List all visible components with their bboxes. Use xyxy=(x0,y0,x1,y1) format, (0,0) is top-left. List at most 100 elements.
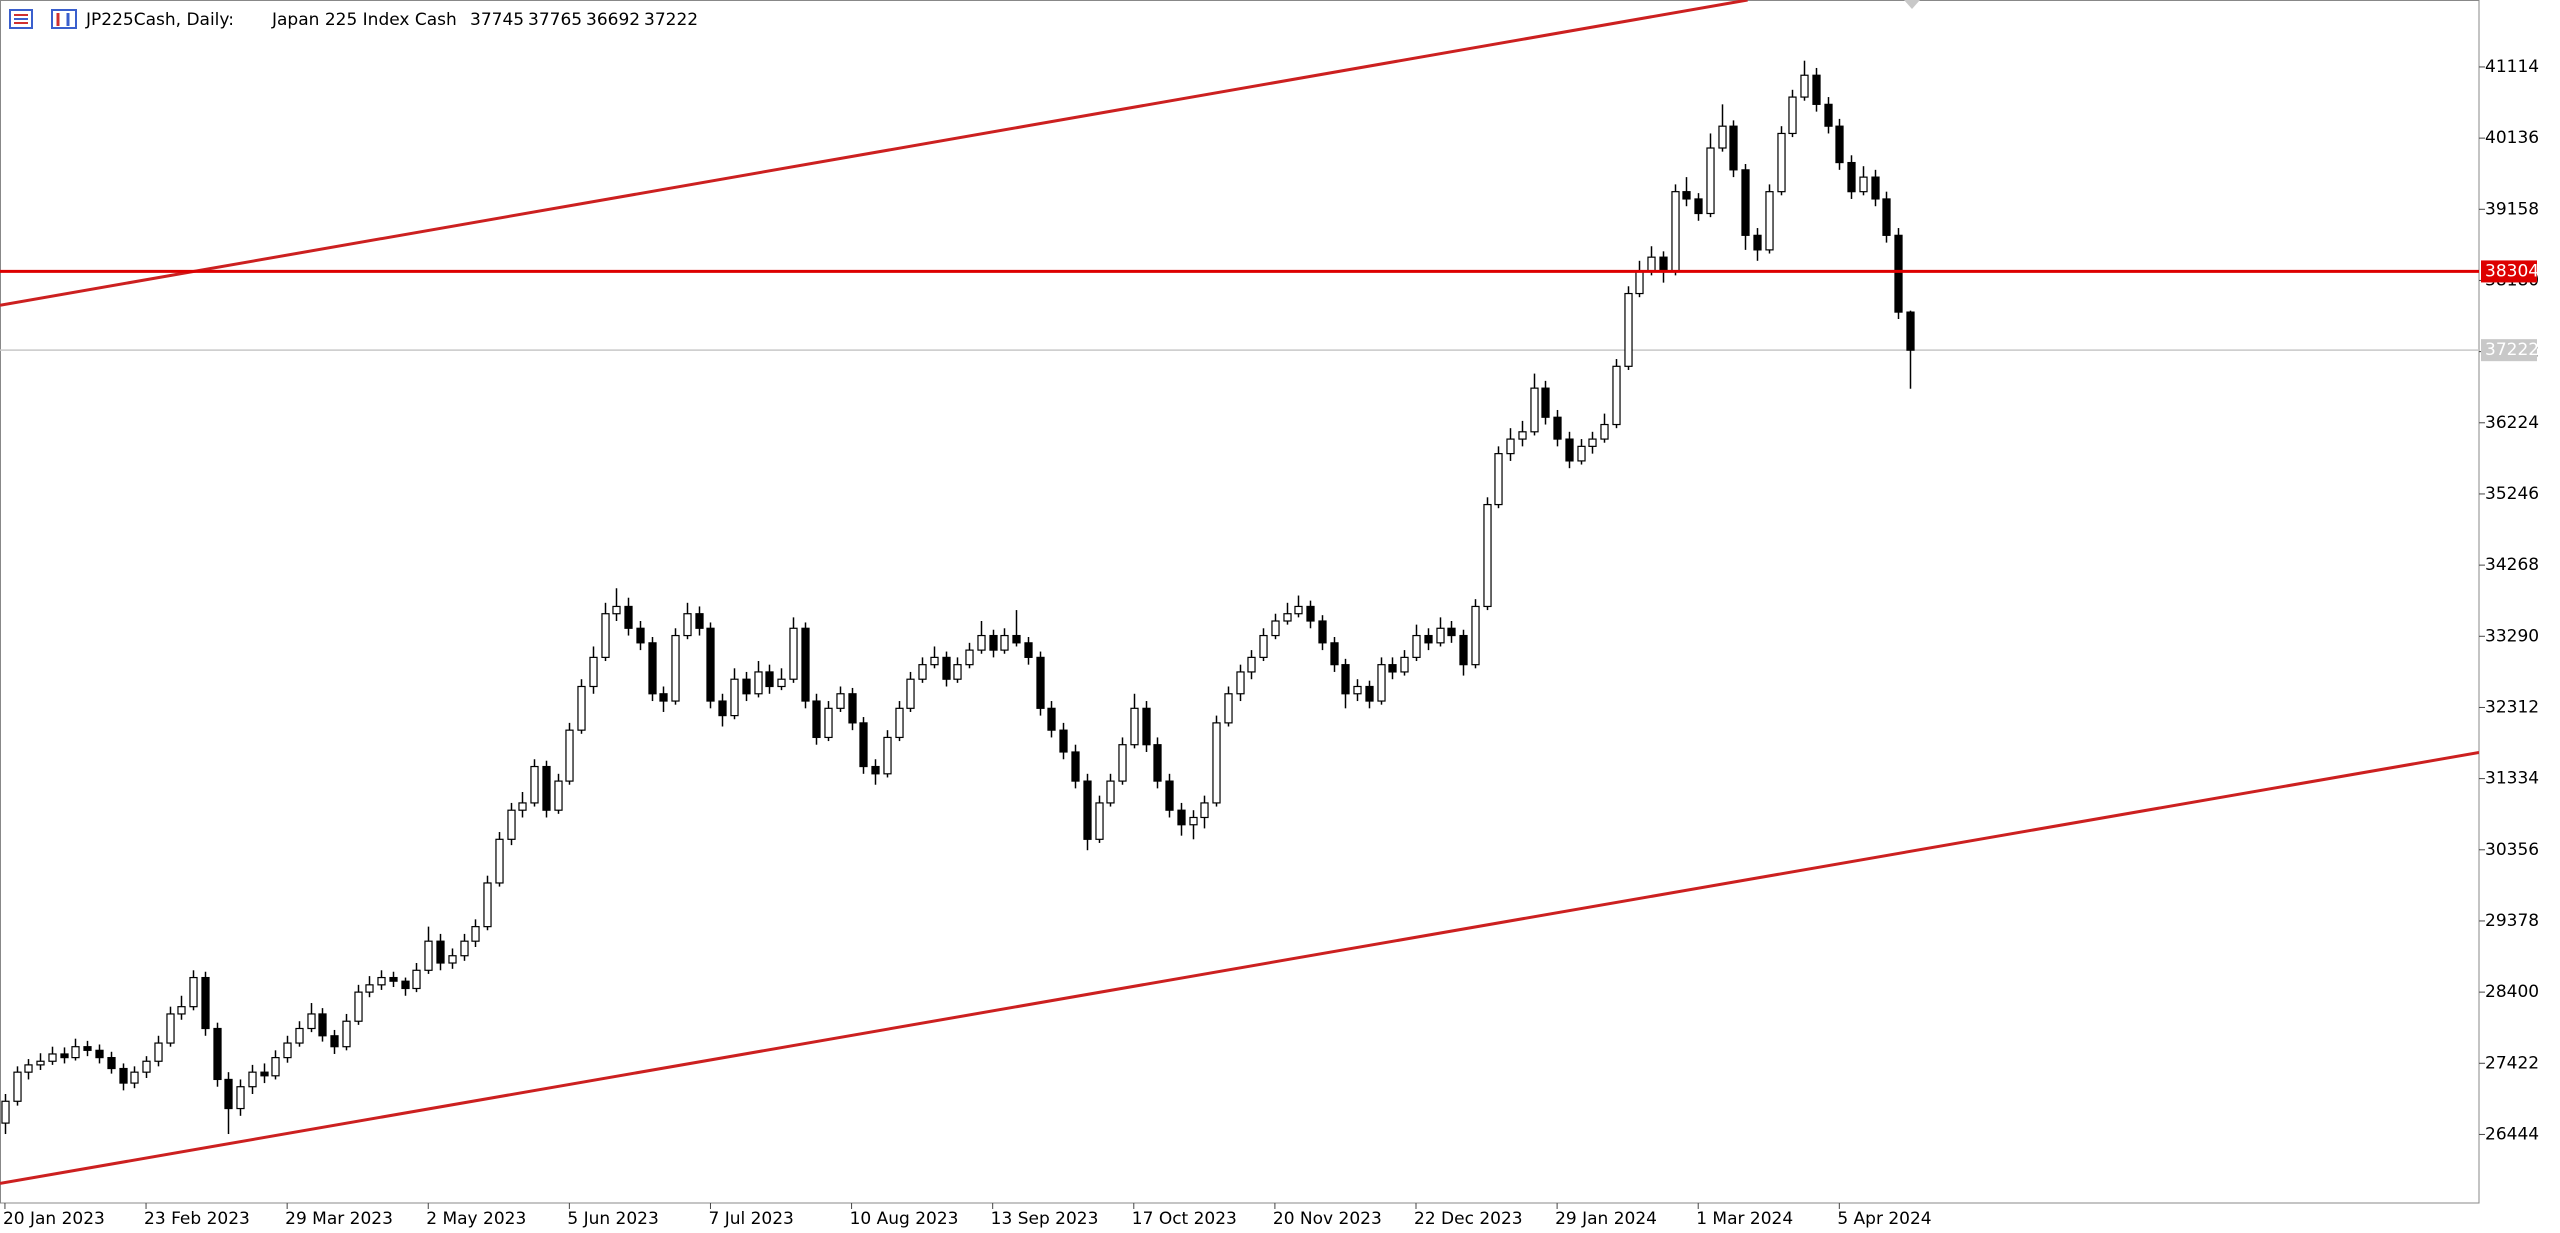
candle-body xyxy=(895,707,904,739)
candle-body xyxy=(71,1046,80,1059)
candle-body xyxy=(330,1035,339,1048)
candle-body xyxy=(1494,453,1503,506)
candle-body xyxy=(260,1071,269,1077)
candle-body xyxy=(1412,634,1421,658)
candle-body xyxy=(1436,627,1445,644)
candle-body xyxy=(1835,125,1844,164)
candle-body xyxy=(248,1071,257,1088)
candle-body xyxy=(1729,125,1738,171)
candle-body xyxy=(765,671,774,688)
candle-body xyxy=(412,969,421,990)
candle-body xyxy=(401,980,410,990)
candle-body xyxy=(1894,234,1903,313)
shift-marker xyxy=(1904,0,1920,9)
last-price-label: 37222 xyxy=(2485,340,2539,360)
candle-body xyxy=(1612,365,1621,426)
candle-body xyxy=(883,736,892,775)
candle-body xyxy=(60,1053,69,1059)
candle-body xyxy=(683,613,692,637)
candle-body xyxy=(965,649,974,666)
y-tick-label: 32312 xyxy=(2485,697,2539,717)
candle-body xyxy=(1906,311,1915,351)
candle-body xyxy=(1471,605,1480,666)
candle-body xyxy=(1212,722,1221,804)
candle-body xyxy=(1741,169,1750,236)
x-tick-label: 13 Sep 2023 xyxy=(991,1209,1099,1229)
y-tick-label: 40136 xyxy=(2485,128,2539,148)
candle-body xyxy=(448,955,457,964)
candle-body xyxy=(706,627,715,702)
y-tick-label: 39158 xyxy=(2485,199,2539,219)
candle-body xyxy=(24,1064,33,1073)
trendline xyxy=(0,751,2479,1185)
candle-body xyxy=(1036,656,1045,709)
candle-body xyxy=(295,1027,304,1044)
candle-body xyxy=(659,693,668,702)
candle-body xyxy=(930,656,939,666)
candle-body xyxy=(1106,780,1115,804)
x-tick-label: 5 Jun 2023 xyxy=(567,1209,658,1229)
candle-body xyxy=(460,940,469,957)
candle-body xyxy=(307,1013,316,1030)
candle-body xyxy=(471,926,480,942)
candle-body xyxy=(1447,627,1456,637)
candle-body xyxy=(1424,634,1433,644)
y-tick-label: 41114 xyxy=(2485,57,2539,77)
candle-body xyxy=(283,1042,292,1059)
y-tick-label: 27422 xyxy=(2485,1053,2539,1073)
candle-body xyxy=(801,627,810,702)
plot-area xyxy=(0,0,2479,1185)
y-tick-label: 33290 xyxy=(2485,626,2539,646)
candle-body xyxy=(836,693,845,709)
x-tick-label: 10 Aug 2023 xyxy=(850,1209,959,1229)
candle-body xyxy=(271,1057,280,1077)
candle-body xyxy=(1541,387,1550,418)
candle-body xyxy=(1624,292,1633,367)
x-tick-label: 17 Oct 2023 xyxy=(1132,1209,1237,1229)
chart-icon[interactable] xyxy=(51,9,77,29)
candle-body xyxy=(48,1053,57,1062)
hline-price-label: 38304 xyxy=(2485,261,2539,281)
candle-body xyxy=(507,809,516,840)
candle-body xyxy=(107,1057,116,1070)
candle-body xyxy=(777,678,786,688)
candle-body xyxy=(1353,685,1362,695)
candle-body xyxy=(1083,780,1092,840)
candle-body xyxy=(789,627,798,680)
candle-body xyxy=(1330,642,1339,666)
candle-body xyxy=(918,664,927,680)
plot-frame xyxy=(0,0,2480,1204)
candle-body xyxy=(495,838,504,884)
candle-body xyxy=(1294,605,1303,615)
candle-body xyxy=(1283,613,1292,622)
candle-body xyxy=(730,678,739,717)
candle-body xyxy=(1047,707,1056,731)
candle-body xyxy=(1706,147,1715,215)
candle-body xyxy=(624,605,633,629)
candle-body xyxy=(1,1100,10,1124)
candle-body xyxy=(671,634,680,702)
candle-body xyxy=(1765,191,1774,251)
candle-body xyxy=(13,1071,22,1102)
x-tick-label: 7 Jul 2023 xyxy=(708,1209,793,1229)
candle-body xyxy=(1224,693,1233,724)
candle-body xyxy=(119,1067,128,1084)
candle-body xyxy=(142,1060,151,1073)
x-tick-label: 29 Jan 2024 xyxy=(1555,1209,1657,1229)
candle-body xyxy=(1812,74,1821,105)
candle-body xyxy=(1189,816,1198,826)
candle-body xyxy=(1506,438,1515,455)
candle-body xyxy=(1095,802,1104,840)
candle-body xyxy=(1388,664,1397,673)
candle-body xyxy=(318,1013,327,1037)
candle-body xyxy=(1153,744,1162,782)
candle-body xyxy=(1259,634,1268,658)
y-tick-label: 30356 xyxy=(2485,840,2539,860)
candle-body xyxy=(648,642,657,695)
candle-body xyxy=(1871,176,1880,200)
candle-body xyxy=(1788,96,1797,135)
candle-body xyxy=(1271,620,1280,637)
candle-body xyxy=(989,634,998,651)
candle-body xyxy=(483,882,492,928)
candle-body xyxy=(824,707,833,739)
